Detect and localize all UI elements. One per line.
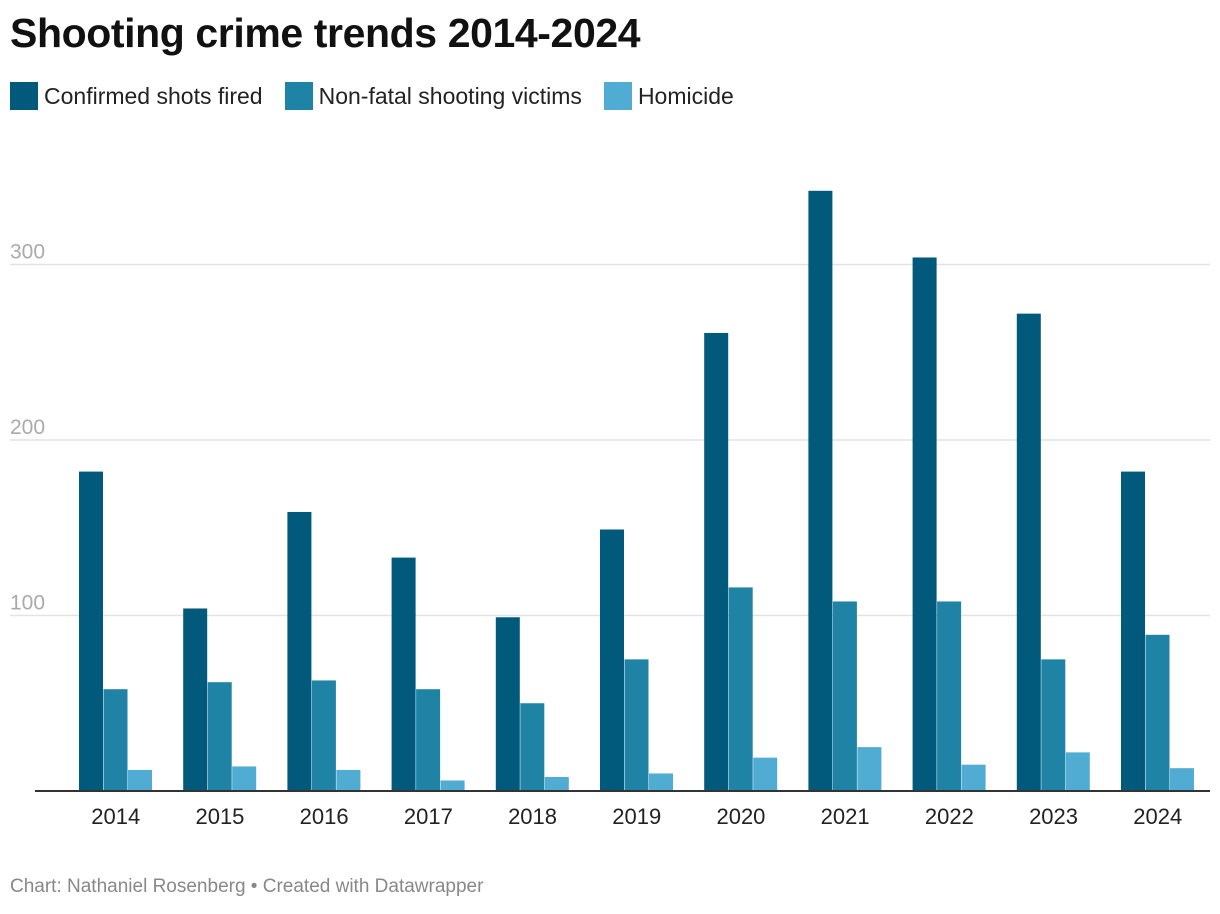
bar-2015-non-fatal-shooting-victims bbox=[207, 682, 232, 791]
bar-2024-confirmed-shots-fired bbox=[1121, 471, 1145, 791]
legend-item-homicide: Homicide bbox=[603, 82, 734, 110]
chart-credit: Chart: Nathaniel Rosenberg • Created wit… bbox=[10, 876, 484, 897]
legend-label-homicide: Homicide bbox=[637, 82, 734, 109]
bar-2020-non-fatal-shooting-victims bbox=[728, 587, 753, 791]
legend-item-confirmed-shots-fired: Confirmed shots fired bbox=[10, 82, 263, 110]
bar-2017-confirmed-shots-fired bbox=[391, 557, 416, 791]
x-tick-label-2015: 2015 bbox=[195, 804, 244, 829]
x-tick-label-2014: 2014 bbox=[91, 804, 140, 829]
bar-2014-homicide bbox=[128, 769, 152, 791]
bar-2021-homicide bbox=[857, 747, 882, 791]
legend-label-confirmed-shots-fired: Confirmed shots fired bbox=[44, 82, 263, 109]
x-tick-label-2023: 2023 bbox=[1029, 804, 1078, 829]
legend-item-non-fatal-victims: Non-fatal shooting victims bbox=[284, 82, 582, 110]
x-tick-label-2019: 2019 bbox=[612, 804, 661, 829]
bar-2018-homicide bbox=[544, 776, 569, 791]
y-tick-label-300: 300 bbox=[10, 241, 45, 264]
bar-2019-confirmed-shots-fired bbox=[600, 529, 624, 791]
legend-swatch-non-fatal-victims bbox=[284, 82, 313, 110]
bar-2018-confirmed-shots-fired bbox=[495, 617, 520, 791]
x-tick-label-2020: 2020 bbox=[716, 804, 765, 829]
bar-2023-non-fatal-shooting-victims bbox=[1041, 659, 1066, 791]
bar-2021-non-fatal-shooting-victims bbox=[832, 601, 857, 791]
bar-2016-non-fatal-shooting-victims bbox=[311, 680, 336, 791]
bar-2023-confirmed-shots-fired bbox=[1016, 313, 1041, 791]
bar-2014-confirmed-shots-fired bbox=[79, 471, 103, 791]
legend-swatch-homicide bbox=[603, 82, 632, 110]
bar-2017-homicide bbox=[440, 780, 465, 791]
x-tick-label-2022: 2022 bbox=[925, 804, 974, 829]
bar-2018-non-fatal-shooting-victims bbox=[520, 703, 545, 791]
legend-swatch-confirmed-shots-fired bbox=[10, 82, 38, 110]
x-tick-label-2017: 2017 bbox=[404, 804, 453, 829]
x-tick-label-2024: 2024 bbox=[1133, 804, 1182, 829]
bar-2023-homicide bbox=[1065, 752, 1090, 791]
legend-label-non-fatal-victims: Non-fatal shooting victims bbox=[318, 82, 582, 109]
bar-2020-homicide bbox=[753, 757, 778, 791]
bar-2024-non-fatal-shooting-victims bbox=[1145, 634, 1170, 791]
bar-2016-homicide bbox=[336, 769, 361, 791]
bar-2015-confirmed-shots-fired bbox=[183, 608, 208, 791]
x-tick-label-2021: 2021 bbox=[821, 804, 870, 829]
chart-title: Shooting crime trends 2014-2024 bbox=[10, 10, 641, 56]
bar-2022-homicide bbox=[961, 764, 986, 791]
bar-2020-confirmed-shots-fired bbox=[704, 332, 729, 791]
bar-2019-non-fatal-shooting-victims bbox=[624, 659, 649, 791]
legend: Confirmed shots fired Non-fatal shooting… bbox=[10, 82, 734, 110]
y-tick-label-100: 100 bbox=[10, 592, 45, 615]
bar-2024-homicide bbox=[1170, 768, 1194, 791]
bar-2016-confirmed-shots-fired bbox=[287, 511, 312, 791]
x-tick-label-2016: 2016 bbox=[300, 804, 349, 829]
bar-2015-homicide bbox=[232, 766, 257, 791]
bar-2021-confirmed-shots-fired bbox=[808, 190, 833, 792]
bar-2022-confirmed-shots-fired bbox=[912, 257, 937, 792]
bar-2014-non-fatal-shooting-victims bbox=[103, 689, 128, 791]
x-tick-label-2018: 2018 bbox=[508, 804, 557, 829]
bar-2019-homicide bbox=[649, 773, 673, 791]
y-tick-label-200: 200 bbox=[10, 416, 45, 439]
bar-2017-non-fatal-shooting-victims bbox=[416, 689, 441, 791]
bar-2022-non-fatal-shooting-victims bbox=[937, 601, 962, 791]
